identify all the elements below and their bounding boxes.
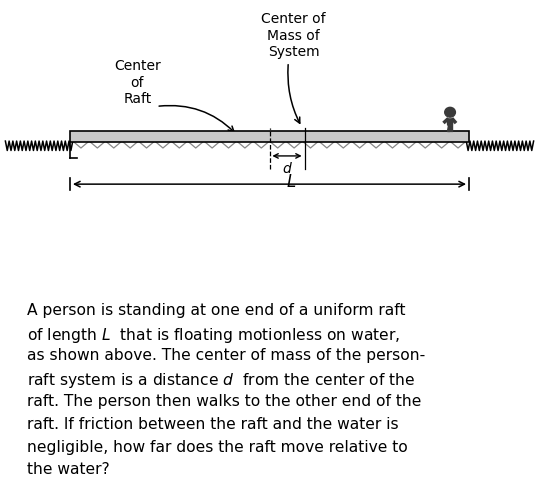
Text: raft. If friction between the raft and the water is: raft. If friction between the raft and t… <box>26 417 398 432</box>
Text: of length $L$  that is floating motionless on water,: of length $L$ that is floating motionles… <box>26 326 400 345</box>
Text: the water?: the water? <box>26 462 109 477</box>
Text: L: L <box>286 173 296 191</box>
Text: as shown above. The center of mass of the person-: as shown above. The center of mass of th… <box>26 348 425 363</box>
Text: Center
of
Raft: Center of Raft <box>114 59 161 106</box>
Circle shape <box>445 107 455 117</box>
Polygon shape <box>447 125 450 131</box>
Text: negligible, how far does the raft move relative to: negligible, how far does the raft move r… <box>26 440 407 454</box>
Bar <box>70 131 469 142</box>
Text: Center of
Mass of
System: Center of Mass of System <box>261 12 326 59</box>
Text: A person is standing at one end of a uniform raft: A person is standing at one end of a uni… <box>26 303 405 318</box>
Text: d: d <box>282 162 292 176</box>
Text: raft system is a distance $d$  from the center of the: raft system is a distance $d$ from the c… <box>26 371 415 390</box>
Polygon shape <box>451 125 452 131</box>
Polygon shape <box>447 119 453 125</box>
Text: raft. The person then walks to the other end of the: raft. The person then walks to the other… <box>26 394 421 409</box>
